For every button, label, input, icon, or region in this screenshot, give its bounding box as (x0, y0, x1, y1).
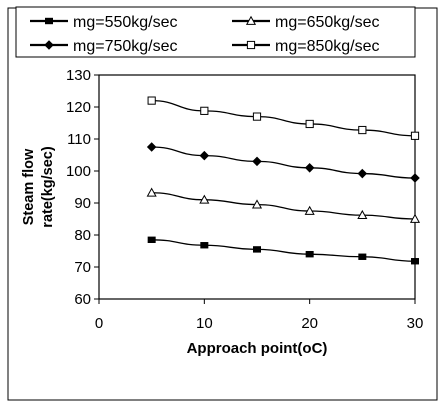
data-point (199, 150, 210, 161)
data-point (252, 112, 262, 121)
y-tick-label: 80 (74, 227, 91, 244)
legend-entry-1: mg=550kg/sec (30, 14, 178, 31)
data-point (305, 250, 314, 258)
series-3 (146, 142, 420, 183)
series-4 (147, 96, 420, 140)
y-axis-title-line-2: rate(kg/sec) (40, 146, 56, 228)
x-tick-label: 20 (301, 315, 318, 332)
y-tick-label: 70 (74, 259, 91, 276)
plot-area-frame (98, 74, 416, 300)
series-line (151, 99, 416, 137)
legend: mg=550kg/sec mg=650kg/sec mg=750kg/sec mg=8… (15, 6, 416, 58)
y-tick-label: 100 (66, 163, 91, 180)
data-point (410, 173, 420, 183)
data-point (146, 187, 157, 197)
series-line (151, 239, 416, 262)
legend-label: mg=750kg/sec (73, 38, 178, 55)
data-point (200, 106, 209, 115)
series-line (151, 146, 416, 179)
x-axis-title: Approach point(oC) (187, 340, 328, 357)
data-point (252, 156, 262, 167)
y-axis: 60 70 80 90 100 110 120 130 (66, 67, 99, 308)
data-point (146, 142, 157, 152)
legend-entry-3: mg=750kg/sec (30, 38, 178, 55)
data-point (305, 119, 314, 129)
legend-label: mg=850kg/sec (275, 38, 380, 55)
x-tick-label: 30 (407, 315, 424, 332)
y-tick-label: 60 (74, 291, 91, 308)
data-point (147, 96, 156, 105)
data-point (357, 168, 368, 179)
y-tick-label: 120 (66, 99, 91, 116)
legend-label: mg=650kg/sec (275, 14, 380, 31)
legend-entry-2: mg=650kg/sec (232, 14, 380, 31)
data-point (147, 236, 156, 243)
data-point (304, 205, 315, 215)
series-2 (146, 187, 421, 223)
legend-marker (246, 40, 256, 50)
y-tick-label: 110 (67, 131, 91, 148)
legend-entry-4: mg=850kg/sec (232, 38, 380, 55)
data-point (200, 242, 209, 249)
series-1 (147, 236, 419, 265)
x-tick-label: 10 (196, 315, 213, 332)
legend-marker (45, 17, 54, 25)
legend-box (15, 6, 416, 58)
data-point (199, 194, 210, 204)
data-point (410, 131, 420, 140)
data-point (358, 125, 367, 135)
x-tick-label: 0 (95, 315, 103, 332)
series-line (151, 192, 416, 220)
data-point (251, 199, 263, 209)
y-axis-title-line-1: Steam flow (21, 148, 37, 225)
data-point (252, 246, 261, 253)
legend-label: mg=550kg/sec (73, 14, 178, 31)
x-axis: 0 10 20 30 (95, 299, 424, 332)
series-layer (146, 96, 421, 265)
data-point (304, 163, 315, 173)
y-tick-label: 130 (66, 67, 91, 84)
data-point (358, 253, 367, 260)
y-tick-label: 90 (74, 195, 91, 212)
data-point (410, 258, 419, 265)
y-axis-title: Steam flow rate(kg/sec) (21, 146, 56, 228)
legend-marker (44, 40, 54, 50)
legend-marker (245, 15, 257, 25)
data-point (409, 213, 421, 223)
data-point (357, 209, 368, 220)
